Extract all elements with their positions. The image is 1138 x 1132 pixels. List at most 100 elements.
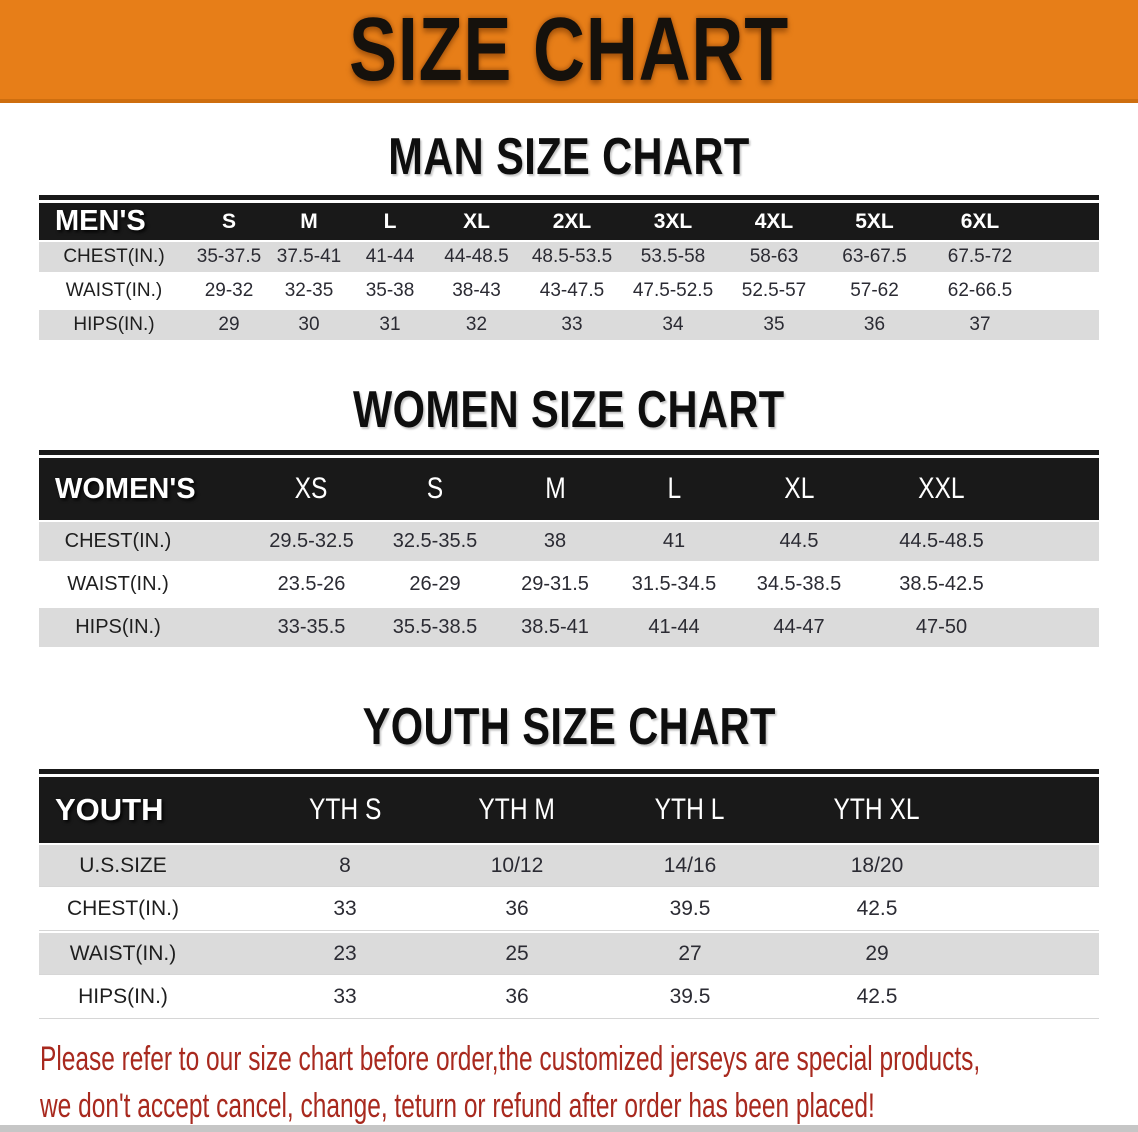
measurement-cell: 29 [189, 308, 269, 342]
measurement-row: CHEST(IN.) 29.5-32.5 32.5-35.5 38 41 44.… [39, 520, 1099, 563]
measurement-cell: 30 [269, 308, 349, 342]
measurement-cell: 29-31.5 [496, 563, 614, 606]
row-label: HIPS(IN.) [39, 308, 189, 342]
measurement-cell: 44.5 [734, 520, 864, 563]
banner: SIZE CHART [0, 0, 1138, 103]
size-column-header: XL [734, 458, 864, 520]
women-table: WOMEN'S XS S M L XL XXL CHEST(IN.) 29.5-… [39, 458, 1099, 649]
youth-size-table: YOUTH YTH S YTH M YTH L YTH XL U.S.SIZE … [39, 769, 1099, 1019]
measurement-cell: 29 [777, 931, 977, 975]
measurement-row: CHEST(IN.) 33 36 39.5 42.5 [39, 887, 1099, 931]
measurement-cell: 63-67.5 [824, 240, 925, 274]
measurement-cell: 42.5 [777, 975, 977, 1019]
measurement-cell: 10/12 [431, 843, 603, 887]
measurement-cell: 31 [349, 308, 431, 342]
measurement-cell: 47-50 [864, 606, 1019, 649]
measurement-cell: 26-29 [374, 563, 496, 606]
measurement-cell: 37.5-41 [269, 240, 349, 274]
size-column-header: 3XL [622, 203, 724, 240]
measurement-cell: 36 [431, 975, 603, 1019]
size-column-header: 4XL [724, 203, 824, 240]
men-section-heading: MAN SIZE CHART [388, 128, 750, 186]
size-column-header: 2XL [522, 203, 622, 240]
men-table: MEN'S S M L XL 2XL 3XL 4XL 5XL 6XL CHEST… [39, 203, 1099, 342]
measurement-cell: 37 [925, 308, 1035, 342]
page-title: SIZE CHART [349, 0, 789, 100]
men-header-row: MEN'S S M L XL 2XL 3XL 4XL 5XL 6XL [39, 203, 1099, 240]
measurement-row: HIPS(IN.) 33-35.5 35.5-38.5 38.5-41 41-4… [39, 606, 1099, 649]
measurement-cell: 33-35.5 [249, 606, 374, 649]
measurement-cell: 41-44 [614, 606, 734, 649]
women-header-row: WOMEN'S XS S M L XL XXL [39, 458, 1099, 520]
measurement-cell: 38.5-42.5 [864, 563, 1019, 606]
row-label: WAIST(IN.) [39, 274, 189, 308]
measurement-cell: 52.5-57 [724, 274, 824, 308]
measurement-cell: 33 [259, 975, 431, 1019]
notice-line-2: we don't accept cancel, change, teturn o… [40, 1087, 875, 1125]
measurement-cell: 33 [522, 308, 622, 342]
measurement-cell: 44-47 [734, 606, 864, 649]
size-column-header: M [269, 203, 349, 240]
measurement-cell: 42.5 [777, 887, 977, 931]
measurement-cell: 32-35 [269, 274, 349, 308]
spacer-cell [1035, 240, 1099, 274]
measurement-row: HIPS(IN.) 29 30 31 32 33 34 35 36 37 [39, 308, 1099, 342]
measurement-cell: 48.5-53.5 [522, 240, 622, 274]
measurement-cell: 35.5-38.5 [374, 606, 496, 649]
measurement-row: CHEST(IN.) 35-37.5 37.5-41 41-44 44-48.5… [39, 240, 1099, 274]
measurement-cell: 29-32 [189, 274, 269, 308]
measurement-cell: 23 [259, 931, 431, 975]
footer-notice: Please refer to our size chart before or… [40, 1039, 1138, 1132]
measurement-cell: 47.5-52.5 [622, 274, 724, 308]
measurement-cell: 25 [431, 931, 603, 975]
measurement-cell: 44-48.5 [431, 240, 522, 274]
youth-section-heading: YOUTH SIZE CHART [362, 698, 776, 756]
row-label: CHEST(IN.) [39, 520, 249, 563]
measurement-cell: 32.5-35.5 [374, 520, 496, 563]
measurement-cell: 34 [622, 308, 724, 342]
spacer-cell [977, 887, 1099, 931]
notice-line-1: Please refer to our size chart before or… [40, 1040, 981, 1078]
spacer-cell [1019, 520, 1099, 563]
spacer-cell [1035, 308, 1099, 342]
size-column-header: S [189, 203, 269, 240]
size-column-header: XXL [864, 458, 1019, 520]
row-label: WAIST(IN.) [39, 563, 249, 606]
measurement-cell: 38.5-41 [496, 606, 614, 649]
measurement-row: U.S.SIZE 8 10/12 14/16 18/20 [39, 843, 1099, 887]
measurement-cell: 38 [496, 520, 614, 563]
women-section-heading: WOMEN SIZE CHART [353, 381, 785, 439]
measurement-cell: 18/20 [777, 843, 977, 887]
size-column-header: M [496, 458, 614, 520]
measurement-cell: 29.5-32.5 [249, 520, 374, 563]
measurement-cell: 41 [614, 520, 734, 563]
size-column-header: L [614, 458, 734, 520]
measurement-cell: 57-62 [824, 274, 925, 308]
spacer-cell [1035, 274, 1099, 308]
measurement-cell: 33 [259, 887, 431, 931]
measurement-row: HIPS(IN.) 33 36 39.5 42.5 [39, 975, 1099, 1019]
measurement-cell: 41-44 [349, 240, 431, 274]
women-size-table: WOMEN'S XS S M L XL XXL CHEST(IN.) 29.5-… [39, 450, 1099, 649]
measurement-cell: 23.5-26 [249, 563, 374, 606]
spacer-cell [977, 843, 1099, 887]
measurement-cell: 35 [724, 308, 824, 342]
measurement-cell: 34.5-38.5 [734, 563, 864, 606]
size-column-header: YTH XL [777, 777, 977, 843]
row-label: HIPS(IN.) [39, 975, 259, 1019]
measurement-cell: 8 [259, 843, 431, 887]
size-column-header: S [374, 458, 496, 520]
spacer-cell [1019, 606, 1099, 649]
size-column-header: XL [431, 203, 522, 240]
spacer-cell [1035, 203, 1099, 240]
men-size-table: MEN'S S M L XL 2XL 3XL 4XL 5XL 6XL CHEST… [39, 195, 1099, 342]
row-label: CHEST(IN.) [39, 887, 259, 931]
spacer-cell [977, 975, 1099, 1019]
measurement-cell: 14/16 [603, 843, 777, 887]
women-table-corner-label: WOMEN'S [39, 458, 249, 520]
row-label: U.S.SIZE [39, 843, 259, 887]
size-column-header: XS [249, 458, 374, 520]
size-column-header: 5XL [824, 203, 925, 240]
measurement-cell: 36 [824, 308, 925, 342]
